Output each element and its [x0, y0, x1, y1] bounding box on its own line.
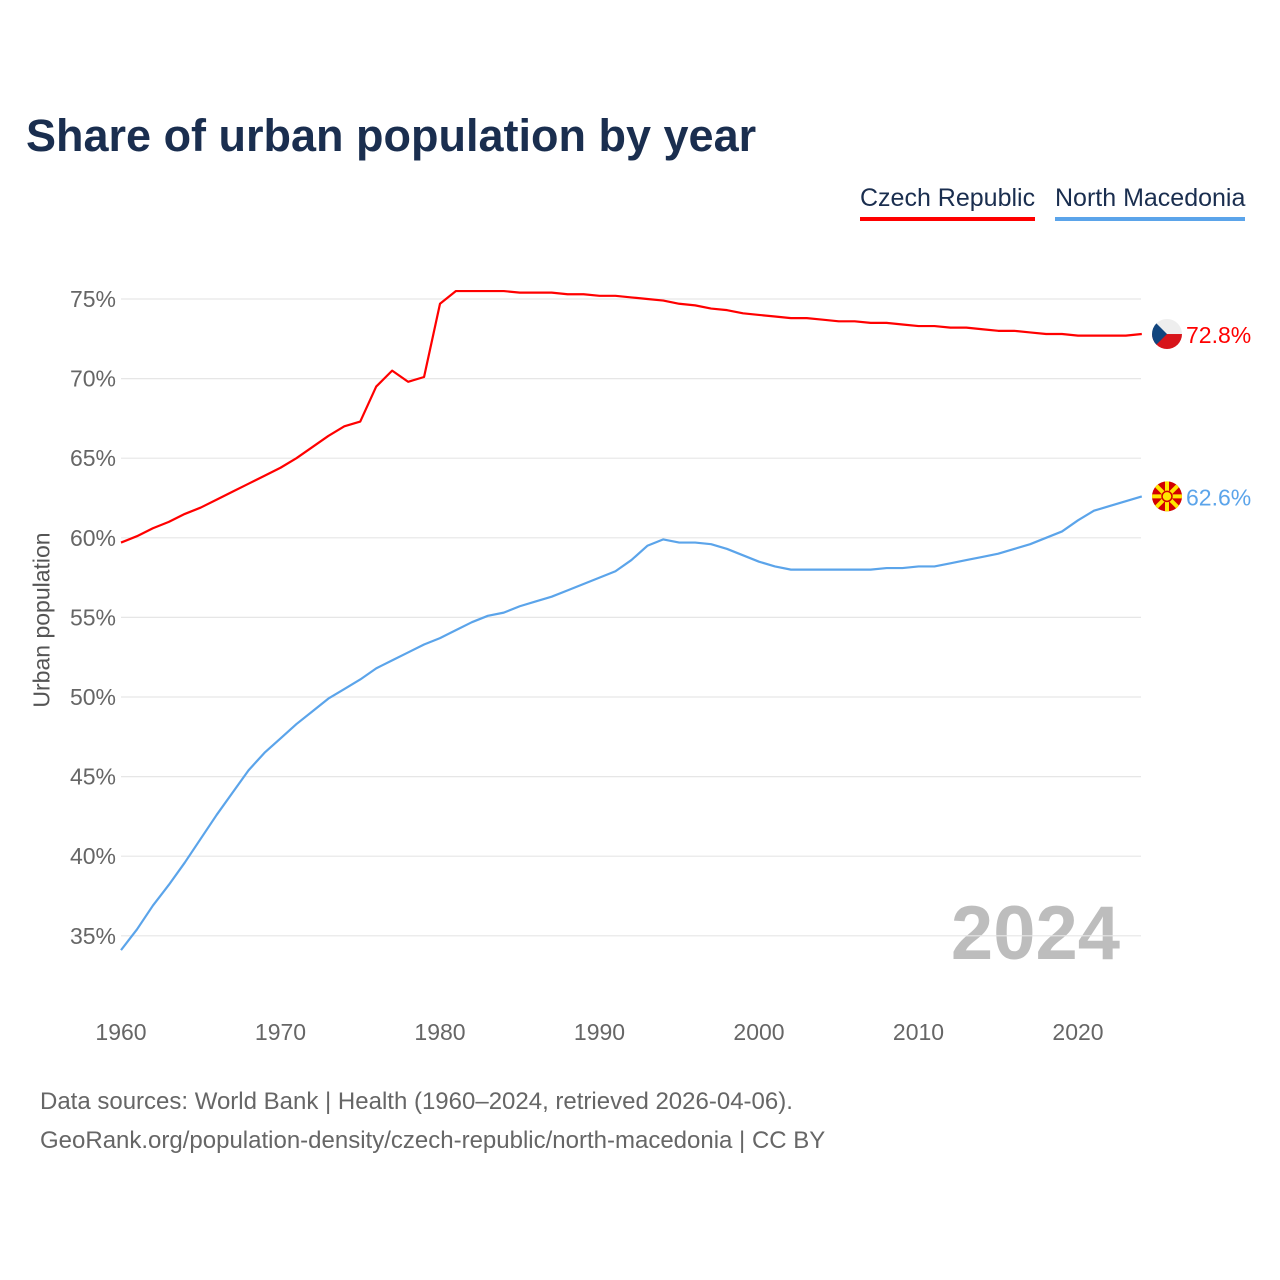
y-tick-label: 75% — [70, 286, 116, 312]
x-tick-label: 1960 — [95, 1019, 146, 1045]
chart-title: Share of urban population by year — [26, 110, 757, 161]
end-value-label: 72.8% — [1186, 322, 1251, 348]
y-tick-label: 70% — [70, 366, 116, 392]
x-tick-label: 1980 — [414, 1019, 465, 1045]
y-tick-label: 65% — [70, 445, 116, 471]
legend-czech-republic[interactable]: Czech Republic — [860, 184, 1036, 221]
x-tick-label: 1990 — [574, 1019, 625, 1045]
y-tick-label: 60% — [70, 525, 116, 551]
x-tick-label: 1970 — [255, 1019, 306, 1045]
x-tick-label: 2020 — [1052, 1019, 1103, 1045]
current-year-label: 2024 — [950, 891, 1120, 976]
y-tick-label: 45% — [70, 764, 116, 790]
north-macedonia-flag-icon — [1152, 481, 1182, 512]
y-tick-label: 50% — [70, 684, 116, 710]
x-tick-label: 2000 — [733, 1019, 784, 1045]
end-value-label: 62.6% — [1186, 484, 1251, 510]
source-url[interactable]: GeoRank.org/population-density/czech-rep… — [40, 1127, 826, 1154]
x-tick-label: 2010 — [893, 1019, 944, 1045]
series-line-czech-republic — [120, 289, 1142, 544]
y-tick-label: 35% — [70, 923, 116, 949]
y-tick-label: 55% — [70, 604, 116, 630]
source-line: Data sources: World Bank | Health (1960–… — [40, 1088, 793, 1115]
czech-flag-icon — [1152, 319, 1182, 350]
legend-north-macedonia[interactable]: North Macedonia — [1055, 184, 1246, 221]
series-line-north-macedonia — [120, 495, 1143, 951]
y-tick-label: 40% — [70, 843, 116, 869]
